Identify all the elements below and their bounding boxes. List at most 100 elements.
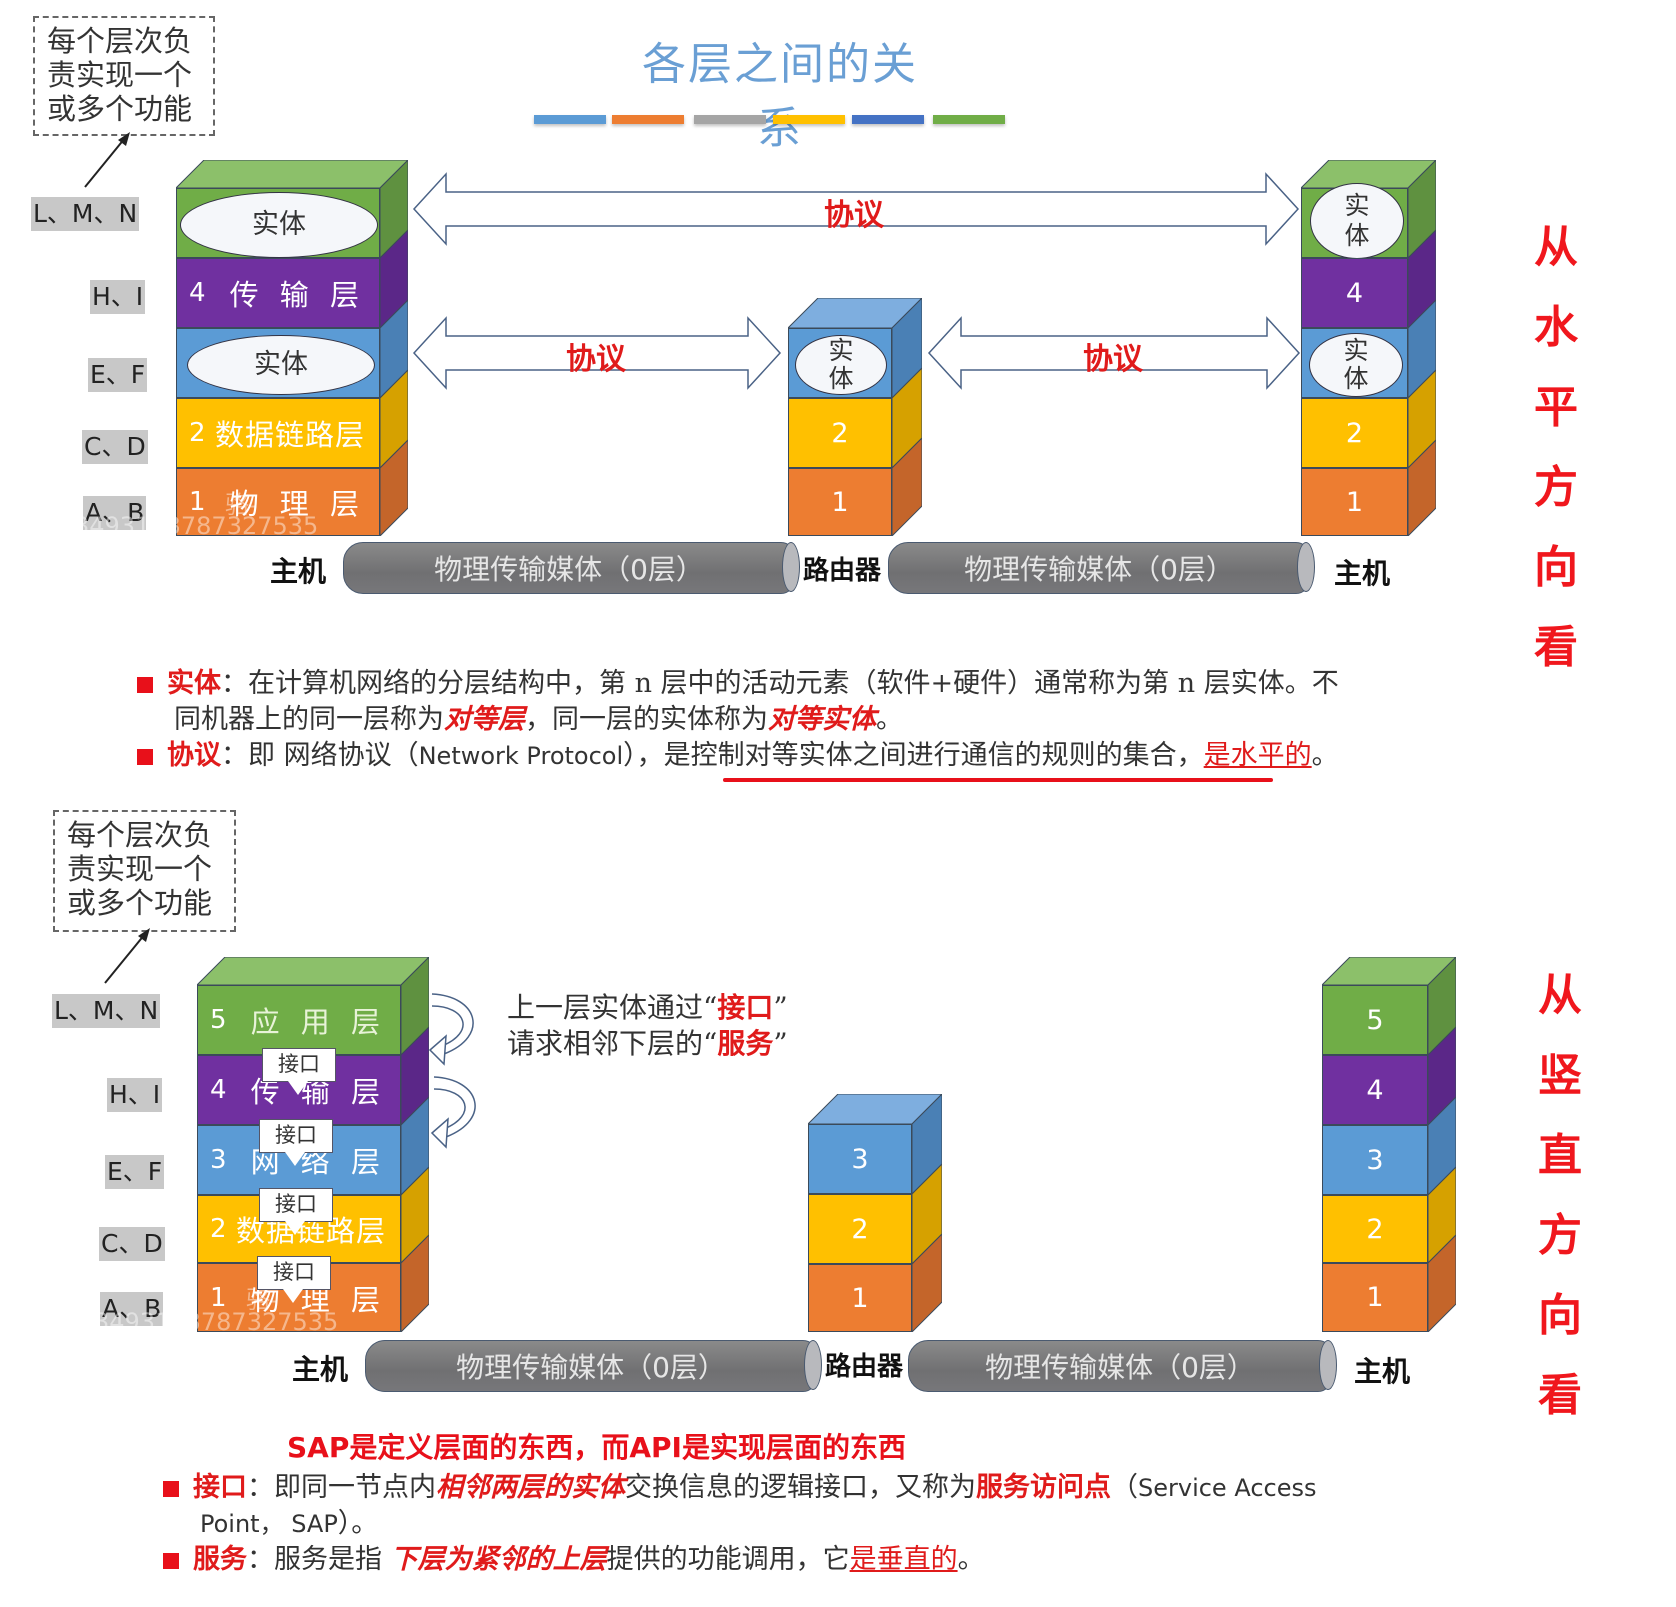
layer-1-physical: 1 物 理 层 骆- [176,468,380,536]
pipe-end [1319,1340,1337,1390]
protocol-label-top: 协议 [824,198,884,233]
interface-box-4-3: 接口 [259,1119,333,1153]
transmission-medium-pipe-left-bottom: 物理传输媒体（0层） [365,1340,822,1392]
title-bar-1 [534,115,606,124]
bullet-square-icon [137,676,153,693]
router-stack-bottom: 3 2 1 [808,1094,942,1332]
transmission-medium-pipe-right-bottom: 物理传输媒体（0层） [908,1340,1337,1392]
interface-down-arrow-icon [285,1221,305,1235]
watermark-name: 骆- [225,490,258,519]
curved-arrow-service-2 [430,1076,476,1149]
title-bar-5 [852,115,924,124]
entity-ellipse: 实 体 [1309,333,1403,397]
stack-3d-faces [1322,957,1456,1332]
side-label-hi: H、I [90,280,146,314]
right-layer-3: 3 [1322,1125,1428,1195]
entity-ellipse: 实体 [187,335,375,395]
page-title: 各层之间的关系 [642,39,918,154]
protocol-arrow-router-host [927,316,1301,390]
layer-5-entity: 实体 [176,188,380,258]
bullet-square-icon [163,1552,179,1569]
right-layer-5: 5 [1322,985,1428,1055]
highlight-underline-red [723,778,1273,782]
stack-3d-faces [788,298,922,536]
right-host-stack-top: 实 体 4 实 体 2 1 [1301,160,1436,536]
interface-down-arrow-icon [283,1289,303,1303]
entity-ellipse: 实体 [180,192,378,258]
stack-3d-faces [197,957,429,1332]
router-stack-top: 实 体 2 1 [788,298,922,536]
stack-3d-faces [808,1094,942,1332]
bullet-entity: 实体：在计算机网络的分层结构中，第 n 层中的活动元素（软件+硬件）通常称为第 … [137,666,1437,738]
bullet-square-icon [163,1480,179,1497]
protocol-label-right: 协议 [1083,342,1143,377]
layer-3-entity: 实体 [176,328,380,398]
entity-ellipse: 实 体 [1310,183,1404,259]
note-box-bottom: 每个层次负 责实现一个 或多个功能 [53,810,236,932]
side-label-cd: C、D [82,430,148,464]
term-service: 服务 [193,1544,247,1575]
host-label-left-top: 主机 [270,555,327,588]
watermark-name: 骆- [246,1286,279,1314]
pipe-end [804,1340,822,1390]
router-layer-1: 1 [808,1264,912,1332]
interface-down-arrow-icon [285,1152,305,1166]
curved-arrow-service-1 [428,993,474,1066]
side-label-lmn: L、M、N [52,994,161,1028]
protocol-arrow-host-router [412,316,782,390]
title-bar-4 [773,115,845,124]
host-label-right-bottom: 主机 [1354,1355,1411,1388]
host-label-left-bottom: 主机 [292,1353,349,1386]
watermark-id: 349312378732753​5 [74,512,319,540]
layer-2-datalink: 2 数据链路层 [176,398,380,468]
right-layer-4: 4 [1322,1055,1428,1125]
left-host-stack-top: 实体 4 传 输 层 实体 2 数据链路层 1 物 理 层 骆- [176,160,408,536]
right-layer-1: 1 [1301,468,1408,536]
side-label-cd: C、D [99,1227,165,1261]
watermark-id: 349312378732753​5 [94,1308,339,1336]
transmission-medium-pipe-right-top: 物理传输媒体（0层） [888,542,1315,594]
note-pointer-arrow-top [84,132,130,188]
title-bar-2 [612,115,684,124]
interface-box-5-4: 接口 [262,1048,336,1082]
side-label-lmn: L、M、N [31,197,140,231]
interface-box-3-2: 接口 [259,1188,333,1222]
title-bar-6 [933,115,1005,124]
vertical-caption-vertical: 从 竖 直 方 向 看 [1538,970,1582,1421]
interface-box-2-1: 接口 [257,1256,331,1290]
side-label-hi: H、I [107,1078,163,1112]
pipe-end [1297,542,1315,592]
side-label-ab: A、B [100,1292,164,1326]
protocol-arrow-long [412,172,1300,246]
side-label-ab: A、B [83,496,147,530]
bullet-protocol: 协议：即 网络协议（Network Protocol），是控制对等实体之间进行通… [137,738,1537,774]
left-host-stack-bottom: 5 应 用 层 4 传 输 层 3 网 络 层 2 数据链路层 1 物 理 层 … [197,957,429,1332]
side-label-ef: E、F [88,358,148,392]
entity-ellipse: 实 体 [795,335,887,395]
transmission-medium-pipe-left-top: 物理传输媒体（0层） [343,542,800,594]
router-layer-3: 3 [808,1124,912,1194]
router-label-top: 路由器 [803,556,882,586]
interface-service-callout: 上一层实体通过“接口” 请求相邻下层的“服务” [507,991,788,1060]
bullet-square-icon [137,748,153,765]
host-label-right-top: 主机 [1334,557,1391,590]
right-layer-2: 2 [1322,1195,1428,1263]
protocol-label-left: 协议 [566,342,626,377]
router-layer-2: 2 [788,398,892,468]
right-host-stack-bottom: 5 4 3 2 1 [1322,957,1456,1332]
term-entity: 实体 [167,668,221,699]
right-layer-4: 4 [1301,258,1408,328]
protocol-definition: 是控制对等实体之间进行通信的规则的集合， [663,740,1204,771]
right-layer-2: 2 [1301,398,1408,468]
bullet-service: 服务：服务是指 下层为紧邻的上层提供的功能调用，它是垂直的。 [163,1542,1463,1578]
right-layer-5-entity: 实 体 [1301,183,1408,259]
layer-4-transport: 4 传 输 层 [176,258,380,328]
term-interface: 接口 [193,1472,247,1503]
router-layer-1: 1 [788,468,892,536]
router-layer-3-entity: 实 体 [788,328,892,398]
router-layer-2: 2 [808,1194,912,1264]
note-box-top: 每个层次负 责实现一个 或多个功能 [33,16,215,136]
side-label-ef: E、F [105,1155,165,1189]
vertical-caption-horizontal: 从 水 平 方 向 看 [1534,222,1578,673]
term-protocol: 协议 [167,740,221,771]
